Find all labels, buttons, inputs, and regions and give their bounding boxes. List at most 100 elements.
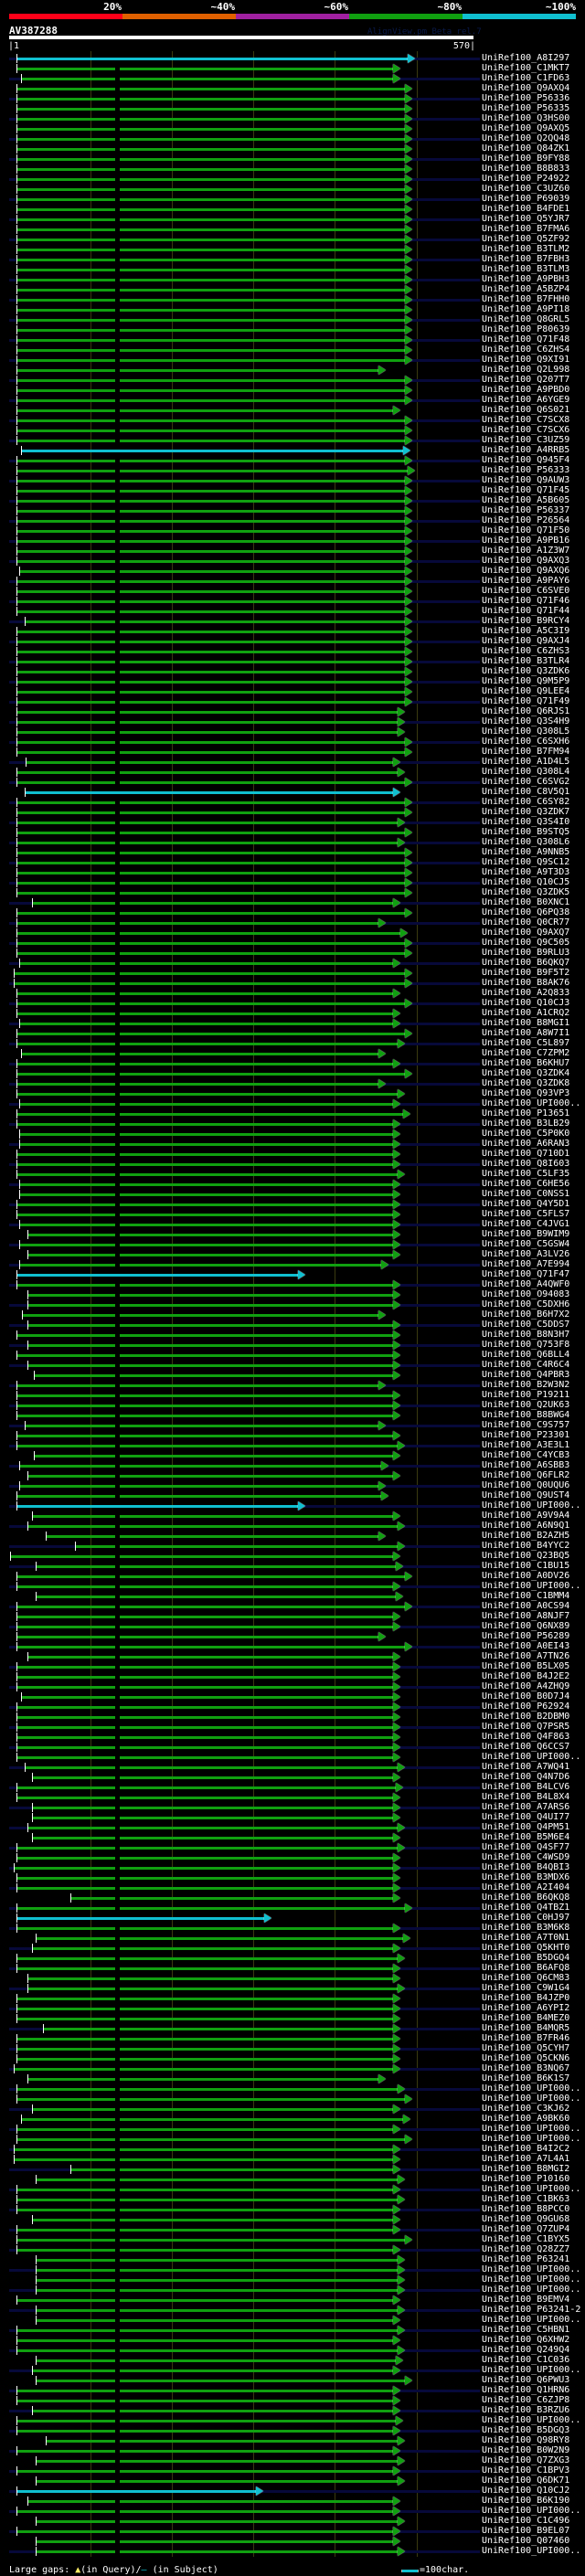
alignment-bar[interactable]: [16, 429, 407, 432]
hit-row[interactable]: UniRef100_C0NSS1: [0, 1189, 585, 1200]
hit-label[interactable]: UniRef100_A7WQ41: [482, 1762, 570, 1772]
hit-row[interactable]: UniRef100_P56335: [0, 103, 585, 114]
hit-row[interactable]: UniRef100_A5B605: [0, 495, 585, 506]
hit-row[interactable]: UniRef100_C7ZPM2: [0, 1048, 585, 1059]
alignment-bar[interactable]: [16, 1505, 299, 1508]
hit-label[interactable]: UniRef100_A4QWF0: [482, 1279, 570, 1289]
alignment-bar[interactable]: [36, 2480, 399, 2483]
alignment-bar[interactable]: [16, 2339, 394, 2342]
hit-row[interactable]: UniRef100_UPI000..: [0, 2415, 585, 2426]
alignment-bar[interactable]: [21, 2118, 405, 2121]
hit-row[interactable]: UniRef100_B9WIM9: [0, 1229, 585, 1240]
alignment-bar[interactable]: [27, 1254, 394, 1256]
hit-label[interactable]: UniRef100_B3LB29: [482, 1118, 570, 1129]
hit-row[interactable]: UniRef100_B4MQR5: [0, 2023, 585, 2034]
hit-row[interactable]: UniRef100_Q2L998: [0, 365, 585, 376]
alignment-bar[interactable]: [16, 580, 407, 583]
alignment-bar[interactable]: [16, 2038, 394, 2041]
hit-row[interactable]: UniRef100_A9PBH3: [0, 274, 585, 285]
hit-label[interactable]: UniRef100_P80639: [482, 324, 570, 334]
alignment-bar[interactable]: [36, 2460, 399, 2463]
hit-label[interactable]: UniRef100_Q4Y5D1: [482, 1199, 570, 1209]
hit-row[interactable]: UniRef100_A9PB16: [0, 535, 585, 546]
hit-row[interactable]: UniRef100_Q10CJ3: [0, 998, 585, 1009]
alignment-bar[interactable]: [24, 1766, 399, 1769]
hit-label[interactable]: UniRef100_C7ZPM2: [482, 1048, 570, 1058]
alignment-bar[interactable]: [16, 148, 407, 151]
hit-label[interactable]: UniRef100_Q6PQ38: [482, 907, 570, 917]
hit-label[interactable]: UniRef100_A4ZHQ9: [482, 1681, 570, 1691]
hit-label[interactable]: UniRef100_B4JZP0: [482, 1993, 570, 2003]
hit-row[interactable]: UniRef100_Q93VP3: [0, 1088, 585, 1099]
hit-label[interactable]: UniRef100_Q9M5P9: [482, 676, 570, 686]
alignment-bar[interactable]: [16, 1163, 394, 1166]
hit-row[interactable]: UniRef100_Q6BLL4: [0, 1350, 585, 1361]
alignment-bar[interactable]: [16, 1666, 394, 1669]
hit-row[interactable]: UniRef100_Q4PM51: [0, 1822, 585, 1833]
hit-row[interactable]: UniRef100_B8MGI1: [0, 1018, 585, 1029]
hit-label[interactable]: UniRef100_P63241-2: [482, 2305, 581, 2315]
alignment-bar[interactable]: [16, 1957, 399, 1960]
hit-label[interactable]: UniRef100_B9STQ5: [482, 827, 570, 837]
hit-label[interactable]: UniRef100_UPI000..: [482, 2094, 581, 2104]
hit-label[interactable]: UniRef100_Q3HS00: [482, 113, 570, 123]
hit-row[interactable]: UniRef100_P24922: [0, 174, 585, 185]
hit-label[interactable]: UniRef100_Q71F50: [482, 525, 570, 535]
alignment-bar[interactable]: [16, 1646, 407, 1648]
hit-label[interactable]: UniRef100_Q5KHT0: [482, 1943, 570, 1953]
hit-label[interactable]: UniRef100_B6H7X2: [482, 1309, 570, 1320]
alignment-bar[interactable]: [16, 892, 407, 895]
hit-label[interactable]: UniRef100_A7ARS6: [482, 1802, 570, 1812]
alignment-bar[interactable]: [16, 249, 407, 251]
hit-row[interactable]: UniRef100_C5GSW4: [0, 1239, 585, 1250]
alignment-bar[interactable]: [16, 661, 407, 663]
alignment-bar[interactable]: [33, 1374, 394, 1377]
hit-label[interactable]: UniRef100_Q7PSR5: [482, 1722, 570, 1732]
hit-label[interactable]: UniRef100_Q9C505: [482, 938, 570, 948]
hit-row[interactable]: UniRef100_Q6CCS7: [0, 1742, 585, 1753]
hit-row[interactable]: UniRef100_C3UZ59: [0, 435, 585, 446]
alignment-bar[interactable]: [16, 440, 407, 442]
alignment-bar[interactable]: [16, 470, 409, 472]
alignment-bar[interactable]: [16, 98, 407, 101]
hit-label[interactable]: UniRef100_A7T0N1: [482, 1933, 570, 1943]
hit-row[interactable]: UniRef100_Q4UI77: [0, 1812, 585, 1823]
hit-label[interactable]: UniRef100_Q71F44: [482, 606, 570, 616]
alignment-bar[interactable]: [36, 2279, 399, 2282]
alignment-bar[interactable]: [16, 379, 407, 382]
hit-label[interactable]: UniRef100_Q9AXQ4: [482, 83, 570, 93]
hit-row[interactable]: UniRef100_UPI000..: [0, 2124, 585, 2135]
alignment-bar[interactable]: [16, 1002, 407, 1005]
hit-row[interactable]: UniRef100_UPI000..: [0, 2094, 585, 2104]
alignment-bar[interactable]: [16, 419, 407, 422]
alignment-bar[interactable]: [16, 550, 407, 553]
hit-row[interactable]: UniRef100_A9NNB5: [0, 847, 585, 858]
hit-label[interactable]: UniRef100_A2I404: [482, 1882, 570, 1892]
hit-row[interactable]: UniRef100_Q3ZDK5: [0, 887, 585, 898]
alignment-bar[interactable]: [16, 2430, 394, 2433]
hit-row[interactable]: UniRef100_Q5ZF92: [0, 234, 585, 245]
hit-label[interactable]: UniRef100_Q4UI77: [482, 1812, 570, 1822]
hit-row[interactable]: UniRef100_P26564: [0, 515, 585, 526]
hit-row[interactable]: UniRef100_B7FMA6: [0, 224, 585, 235]
alignment-bar[interactable]: [27, 1364, 394, 1367]
hit-label[interactable]: UniRef100_A4RRB5: [482, 445, 570, 455]
hit-row[interactable]: UniRef100_B3MDX6: [0, 1872, 585, 1883]
hit-row[interactable]: UniRef100_B4LCV6: [0, 1782, 585, 1793]
hit-label[interactable]: UniRef100_A0CS94: [482, 1601, 570, 1611]
hit-label[interactable]: UniRef100_A1CRQ2: [482, 1008, 570, 1018]
hit-label[interactable]: UniRef100_Q9AUW3: [482, 475, 570, 485]
hit-row[interactable]: UniRef100_B8AK76: [0, 978, 585, 989]
hit-label[interactable]: UniRef100_C4WSD9: [482, 1852, 570, 1862]
alignment-bar[interactable]: [16, 1113, 405, 1116]
hit-row[interactable]: UniRef100_B6KHU7: [0, 1058, 585, 1069]
alignment-bar[interactable]: [16, 560, 407, 563]
alignment-bar[interactable]: [16, 2239, 407, 2242]
alignment-bar[interactable]: [16, 158, 407, 161]
hit-row[interactable]: UniRef100_UPI000..: [0, 1752, 585, 1763]
alignment-bar[interactable]: [16, 1626, 394, 1628]
alignment-bar[interactable]: [16, 1726, 394, 1729]
alignment-bar[interactable]: [16, 992, 394, 995]
alignment-bar[interactable]: [16, 711, 399, 714]
alignment-bar[interactable]: [25, 761, 394, 764]
